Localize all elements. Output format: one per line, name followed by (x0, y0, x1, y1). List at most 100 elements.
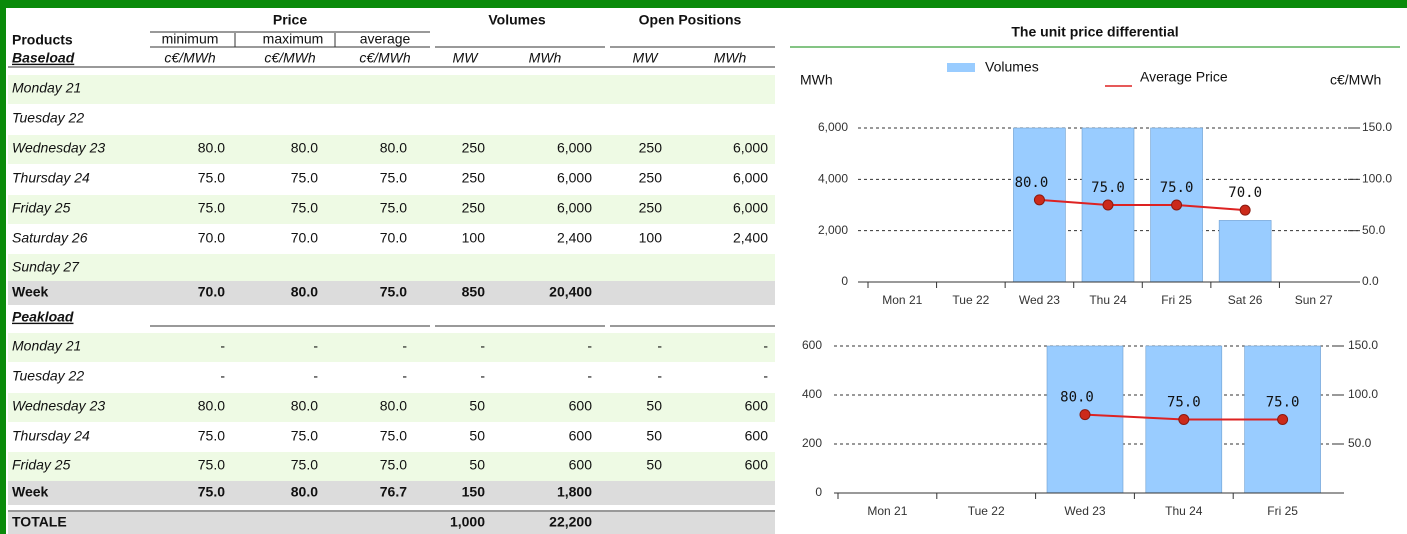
cell: 250 (462, 200, 486, 216)
cell: - (402, 338, 407, 354)
price-dot (1239, 204, 1251, 216)
cell: 600 (745, 428, 769, 444)
cell: 2,400 (557, 230, 592, 246)
x-tick-label: Sun 27 (1295, 293, 1333, 307)
unit: MW (633, 50, 660, 66)
bar (1218, 220, 1272, 283)
cell: - (402, 368, 407, 384)
cell: 6,000 (557, 170, 592, 186)
cell: 50 (469, 428, 485, 444)
cell: 6,000 (733, 170, 768, 186)
row-label: Week (12, 284, 49, 300)
row-band (8, 393, 775, 422)
x-tick-label: Tue 22 (968, 504, 1005, 518)
row-label: Monday 21 (12, 338, 81, 354)
cell: 80.0 (198, 398, 225, 414)
cell: - (763, 338, 768, 354)
cell: 150 (462, 484, 486, 500)
y2-tick-label: 100.0 (1362, 172, 1392, 186)
cell: 75.0 (380, 200, 407, 216)
top-bar (0, 0, 1407, 8)
row-label: Friday 25 (12, 457, 71, 473)
cell: 80.0 (291, 398, 318, 414)
legend-swatch (947, 63, 975, 72)
cell: - (657, 368, 662, 384)
left-bar (0, 0, 6, 534)
chart-title: The unit price differential (1011, 24, 1178, 40)
cell: 6,000 (557, 140, 592, 156)
cell: 70.0 (198, 230, 225, 246)
cell: 75.0 (380, 284, 407, 300)
cell: - (313, 368, 318, 384)
unit: MWh (714, 50, 747, 66)
cell: - (313, 338, 318, 354)
cell: 50 (469, 457, 485, 473)
products-header: Products (12, 32, 73, 48)
row-label: Thursday 24 (12, 428, 90, 444)
y2-tick-label: 0.0 (1362, 274, 1379, 288)
subcolumn-header: maximum (263, 31, 324, 47)
cell: 22,200 (549, 514, 592, 530)
cell: 76.7 (380, 484, 407, 500)
cell: 1,800 (557, 484, 592, 500)
cell: - (220, 368, 225, 384)
value-label: 75.0 (1160, 180, 1194, 196)
row-band (8, 333, 775, 362)
value-label: 80.0 (1015, 175, 1049, 191)
cell: 6,000 (733, 200, 768, 216)
y-tick-label: 2,000 (818, 223, 848, 237)
cell: - (220, 338, 225, 354)
cell: 600 (569, 428, 593, 444)
cell: 600 (745, 398, 769, 414)
cell: 70.0 (380, 230, 407, 246)
price-dot (1171, 199, 1183, 211)
cell: 75.0 (198, 428, 225, 444)
row-label: TOTALE (12, 514, 67, 530)
total-band (8, 481, 775, 505)
cell: 100 (639, 230, 663, 246)
cell: - (587, 338, 592, 354)
price-line (1039, 198, 1246, 212)
cell: 600 (569, 398, 593, 414)
row-label: Tuesday 22 (12, 110, 84, 126)
cell: 75.0 (198, 200, 225, 216)
cell: 75.0 (198, 484, 225, 500)
cell: 75.0 (291, 457, 318, 473)
cell: 50 (469, 398, 485, 414)
cell: 80.0 (291, 484, 318, 500)
unit: c€/MWh (264, 50, 316, 66)
subcolumn-header: minimum (162, 31, 219, 47)
x-tick-label: Thu 24 (1165, 504, 1203, 518)
row-band (8, 75, 775, 104)
y-tick-label: 0 (841, 274, 848, 288)
x-tick-label: Mon 21 (867, 504, 907, 518)
cell: 70.0 (291, 230, 318, 246)
cell: 100 (462, 230, 486, 246)
row-label: Wednesday 23 (12, 140, 105, 156)
cell: 80.0 (380, 140, 407, 156)
row-label: Monday 21 (12, 80, 81, 96)
group-header: Open Positions (639, 12, 742, 28)
row-label: Saturday 26 (12, 230, 88, 246)
cell: 75.0 (291, 170, 318, 186)
cell: 250 (639, 140, 663, 156)
cell: - (587, 368, 592, 384)
y2-tick-label: 150.0 (1348, 338, 1378, 352)
row-label: Friday 25 (12, 200, 71, 216)
cell: 250 (639, 170, 663, 186)
y2-tick-label: 50.0 (1348, 436, 1372, 450)
cell: - (480, 338, 485, 354)
row-label: Wednesday 23 (12, 398, 105, 414)
legend-label: Average Price (1140, 69, 1228, 85)
cell: 70.0 (198, 284, 225, 300)
y-tick-label: 600 (802, 338, 822, 352)
cell: 75.0 (291, 200, 318, 216)
x-tick-label: Thu 24 (1089, 293, 1127, 307)
x-tick-label: Sat 26 (1228, 293, 1263, 307)
row-band (8, 254, 775, 283)
unit: MW (453, 50, 480, 66)
cell: 80.0 (291, 140, 318, 156)
cell: 20,400 (549, 284, 592, 300)
cell: 850 (462, 284, 486, 300)
